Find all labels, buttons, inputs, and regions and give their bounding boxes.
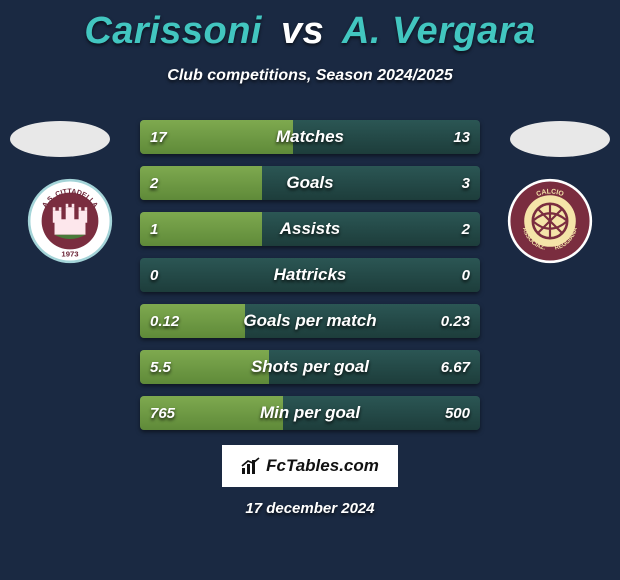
stat-row: 12Assists (140, 212, 480, 246)
brand-chart-icon (241, 457, 261, 475)
vs-label: vs (281, 10, 324, 52)
stat-label: Min per goal (140, 396, 480, 430)
stat-label: Hattricks (140, 258, 480, 292)
player2-headshot-placeholder (510, 121, 610, 157)
stat-label: Goals per match (140, 304, 480, 338)
player2-club-crest: CALCIO ASSOCIAZ. REGGIANA (507, 178, 593, 264)
svg-text:1973: 1973 (61, 249, 79, 258)
stat-row: 0.120.23Goals per match (140, 304, 480, 338)
player1-headshot-placeholder (10, 121, 110, 157)
stat-row: 1713Matches (140, 120, 480, 154)
footer-date: 17 december 2024 (0, 500, 620, 517)
subtitle: Club competitions, Season 2024/2025 (0, 67, 620, 85)
stats-bars: 1713Matches 23Goals 12Assists 00Hattricks 0.… (140, 120, 480, 442)
stat-row: 23Goals (140, 166, 480, 200)
brand-text: FcTables.com (266, 456, 379, 476)
stat-label: Matches (140, 120, 480, 154)
player2-name: A. Vergara (342, 10, 536, 52)
stat-row: 5.56.67Shots per goal (140, 350, 480, 384)
stat-label: Assists (140, 212, 480, 246)
player1-club-crest: A.S. CITTADELLA 1973 (27, 178, 113, 264)
stat-label: Goals (140, 166, 480, 200)
stat-row: 00Hattricks (140, 258, 480, 292)
comparison-title: Carissoni vs A. Vergara (0, 0, 620, 53)
player1-name: Carissoni (84, 10, 262, 52)
brand-box[interactable]: FcTables.com (222, 445, 398, 487)
stat-row: 765500Min per goal (140, 396, 480, 430)
stat-label: Shots per goal (140, 350, 480, 384)
